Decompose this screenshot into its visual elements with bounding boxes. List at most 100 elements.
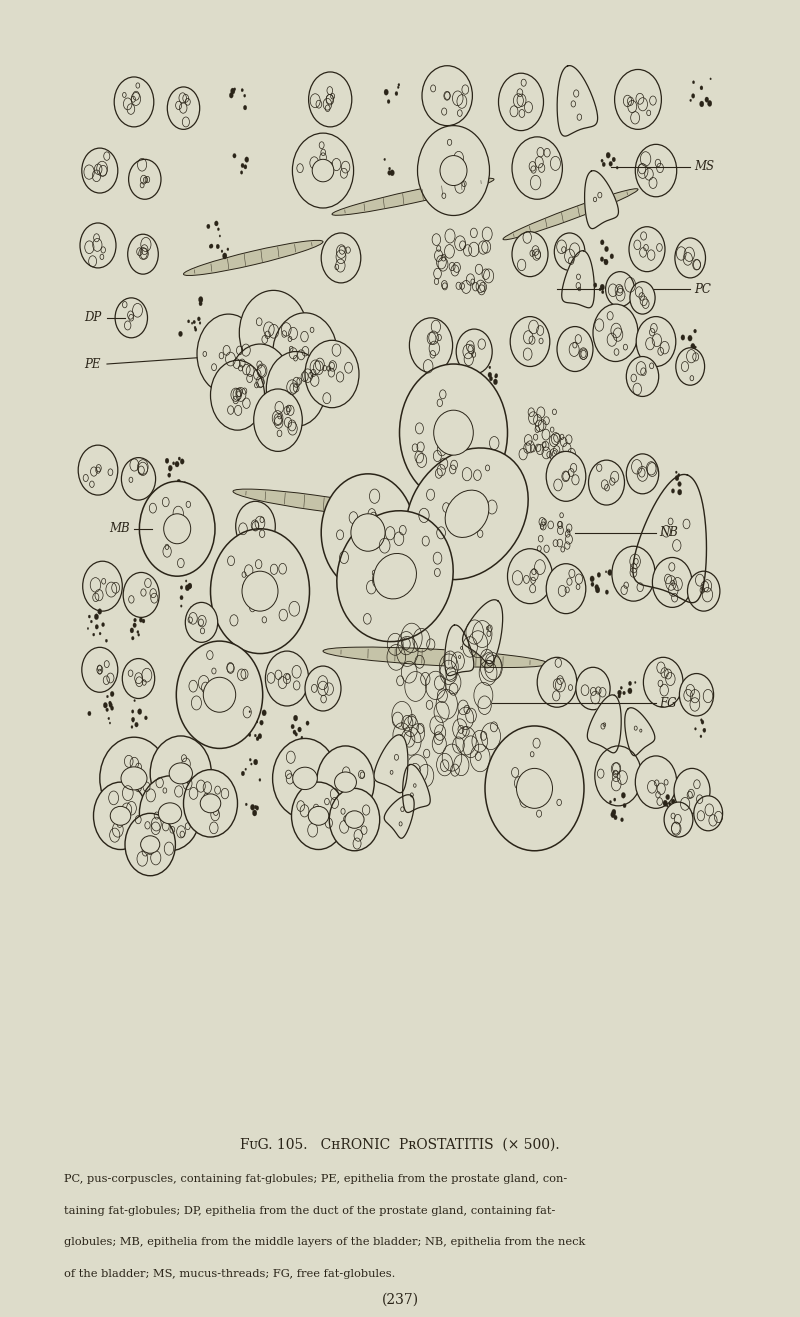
Text: PE: PE <box>85 357 101 370</box>
Circle shape <box>700 86 703 90</box>
Polygon shape <box>462 599 502 664</box>
Circle shape <box>678 482 682 486</box>
Circle shape <box>233 154 236 158</box>
Ellipse shape <box>612 547 655 601</box>
Circle shape <box>131 718 134 722</box>
Polygon shape <box>374 735 408 793</box>
Circle shape <box>240 171 243 174</box>
Circle shape <box>614 798 616 801</box>
Ellipse shape <box>94 782 147 849</box>
Circle shape <box>131 636 134 640</box>
Circle shape <box>245 768 246 770</box>
Ellipse shape <box>122 658 154 698</box>
Circle shape <box>291 724 294 728</box>
Circle shape <box>184 482 186 485</box>
Circle shape <box>186 579 187 582</box>
Circle shape <box>629 681 631 686</box>
Circle shape <box>495 374 498 378</box>
Circle shape <box>110 706 114 710</box>
Ellipse shape <box>293 768 318 790</box>
Circle shape <box>262 710 266 716</box>
Ellipse shape <box>332 178 494 215</box>
Circle shape <box>218 228 219 230</box>
Circle shape <box>209 245 212 248</box>
Circle shape <box>705 97 709 103</box>
Circle shape <box>595 587 600 593</box>
Circle shape <box>230 92 234 97</box>
Circle shape <box>253 810 257 817</box>
Ellipse shape <box>82 561 122 611</box>
Circle shape <box>193 320 195 324</box>
Polygon shape <box>625 707 655 756</box>
Ellipse shape <box>273 313 338 395</box>
Ellipse shape <box>242 572 278 611</box>
Circle shape <box>387 100 390 104</box>
Circle shape <box>222 253 227 259</box>
Circle shape <box>177 479 181 485</box>
Circle shape <box>165 458 169 464</box>
Circle shape <box>675 475 679 481</box>
Circle shape <box>109 722 110 724</box>
Ellipse shape <box>538 657 577 707</box>
Circle shape <box>169 468 171 471</box>
Ellipse shape <box>323 647 548 668</box>
Ellipse shape <box>664 802 693 838</box>
Ellipse shape <box>606 271 634 307</box>
Ellipse shape <box>230 344 290 421</box>
Circle shape <box>604 259 608 265</box>
Circle shape <box>693 80 694 84</box>
Circle shape <box>180 458 184 464</box>
Ellipse shape <box>330 789 380 851</box>
Text: (237): (237) <box>382 1293 418 1306</box>
Ellipse shape <box>123 573 159 618</box>
Circle shape <box>293 730 296 735</box>
Circle shape <box>621 818 623 822</box>
Circle shape <box>103 702 107 709</box>
Circle shape <box>707 100 712 107</box>
Circle shape <box>194 328 197 332</box>
Circle shape <box>254 734 256 738</box>
Ellipse shape <box>399 363 507 502</box>
Circle shape <box>628 687 632 694</box>
Circle shape <box>241 163 244 167</box>
Ellipse shape <box>139 481 215 577</box>
Ellipse shape <box>507 549 553 603</box>
Circle shape <box>93 633 94 636</box>
Circle shape <box>700 735 702 738</box>
Ellipse shape <box>440 155 467 186</box>
Circle shape <box>669 802 671 806</box>
Circle shape <box>216 244 219 249</box>
Circle shape <box>599 288 601 291</box>
Ellipse shape <box>595 745 642 806</box>
Ellipse shape <box>186 602 218 643</box>
Circle shape <box>250 759 251 761</box>
Circle shape <box>612 157 615 162</box>
Ellipse shape <box>122 457 155 500</box>
Circle shape <box>142 619 145 623</box>
Circle shape <box>384 90 388 95</box>
Circle shape <box>389 167 390 170</box>
Text: FᴜG. 105.   CʜRONIC  PʀOSTATITIS  (× 500).: FᴜG. 105. CʜRONIC PʀOSTATITIS (× 500). <box>240 1138 560 1151</box>
Circle shape <box>145 716 147 720</box>
Circle shape <box>109 701 111 705</box>
Circle shape <box>133 623 136 628</box>
Circle shape <box>199 302 202 306</box>
Ellipse shape <box>679 673 714 716</box>
Ellipse shape <box>410 317 453 373</box>
Circle shape <box>139 618 142 622</box>
Circle shape <box>87 627 89 630</box>
Circle shape <box>138 709 142 714</box>
Circle shape <box>109 703 112 707</box>
Ellipse shape <box>183 240 323 275</box>
Ellipse shape <box>418 125 490 216</box>
Polygon shape <box>562 250 594 308</box>
Ellipse shape <box>512 232 548 277</box>
Circle shape <box>608 569 612 576</box>
Circle shape <box>168 473 170 477</box>
Circle shape <box>597 573 601 577</box>
Circle shape <box>675 471 677 473</box>
Circle shape <box>106 639 107 643</box>
Ellipse shape <box>546 564 586 614</box>
Circle shape <box>681 335 685 340</box>
Ellipse shape <box>321 233 361 283</box>
